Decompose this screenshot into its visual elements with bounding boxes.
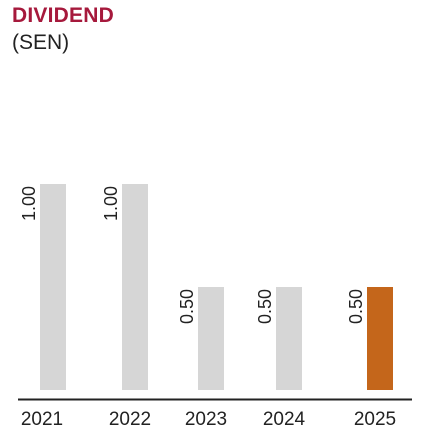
bar-2025 xyxy=(367,287,393,390)
x-tick-label-2021: 2021 xyxy=(21,409,63,430)
bar-2022 xyxy=(122,184,148,390)
data-label-2025: 0.50 xyxy=(346,289,366,324)
data-label-2023: 0.50 xyxy=(177,289,197,324)
data-label-2022: 1.00 xyxy=(101,186,121,221)
bar-2024 xyxy=(276,287,302,390)
x-tick-label-2022: 2022 xyxy=(109,409,151,430)
bar-2021 xyxy=(40,184,66,390)
x-tick-label-2024: 2024 xyxy=(263,409,306,430)
x-tick-label-2023: 2023 xyxy=(185,409,227,430)
bar-2023 xyxy=(198,287,224,390)
data-label-2021: 1.00 xyxy=(19,186,39,221)
bars-group xyxy=(40,184,393,390)
chart-title: DIVIDEND xyxy=(12,4,114,27)
data-label-2024: 0.50 xyxy=(255,289,275,324)
data-labels-group: 1.00 1.00 0.50 0.50 0.50 xyxy=(19,186,366,324)
x-tick-label-2025: 2025 xyxy=(354,409,396,430)
chart-subtitle: (SEN) xyxy=(12,31,70,54)
x-tick-labels-group: 2021 2022 2023 2024 2025 xyxy=(21,409,396,430)
